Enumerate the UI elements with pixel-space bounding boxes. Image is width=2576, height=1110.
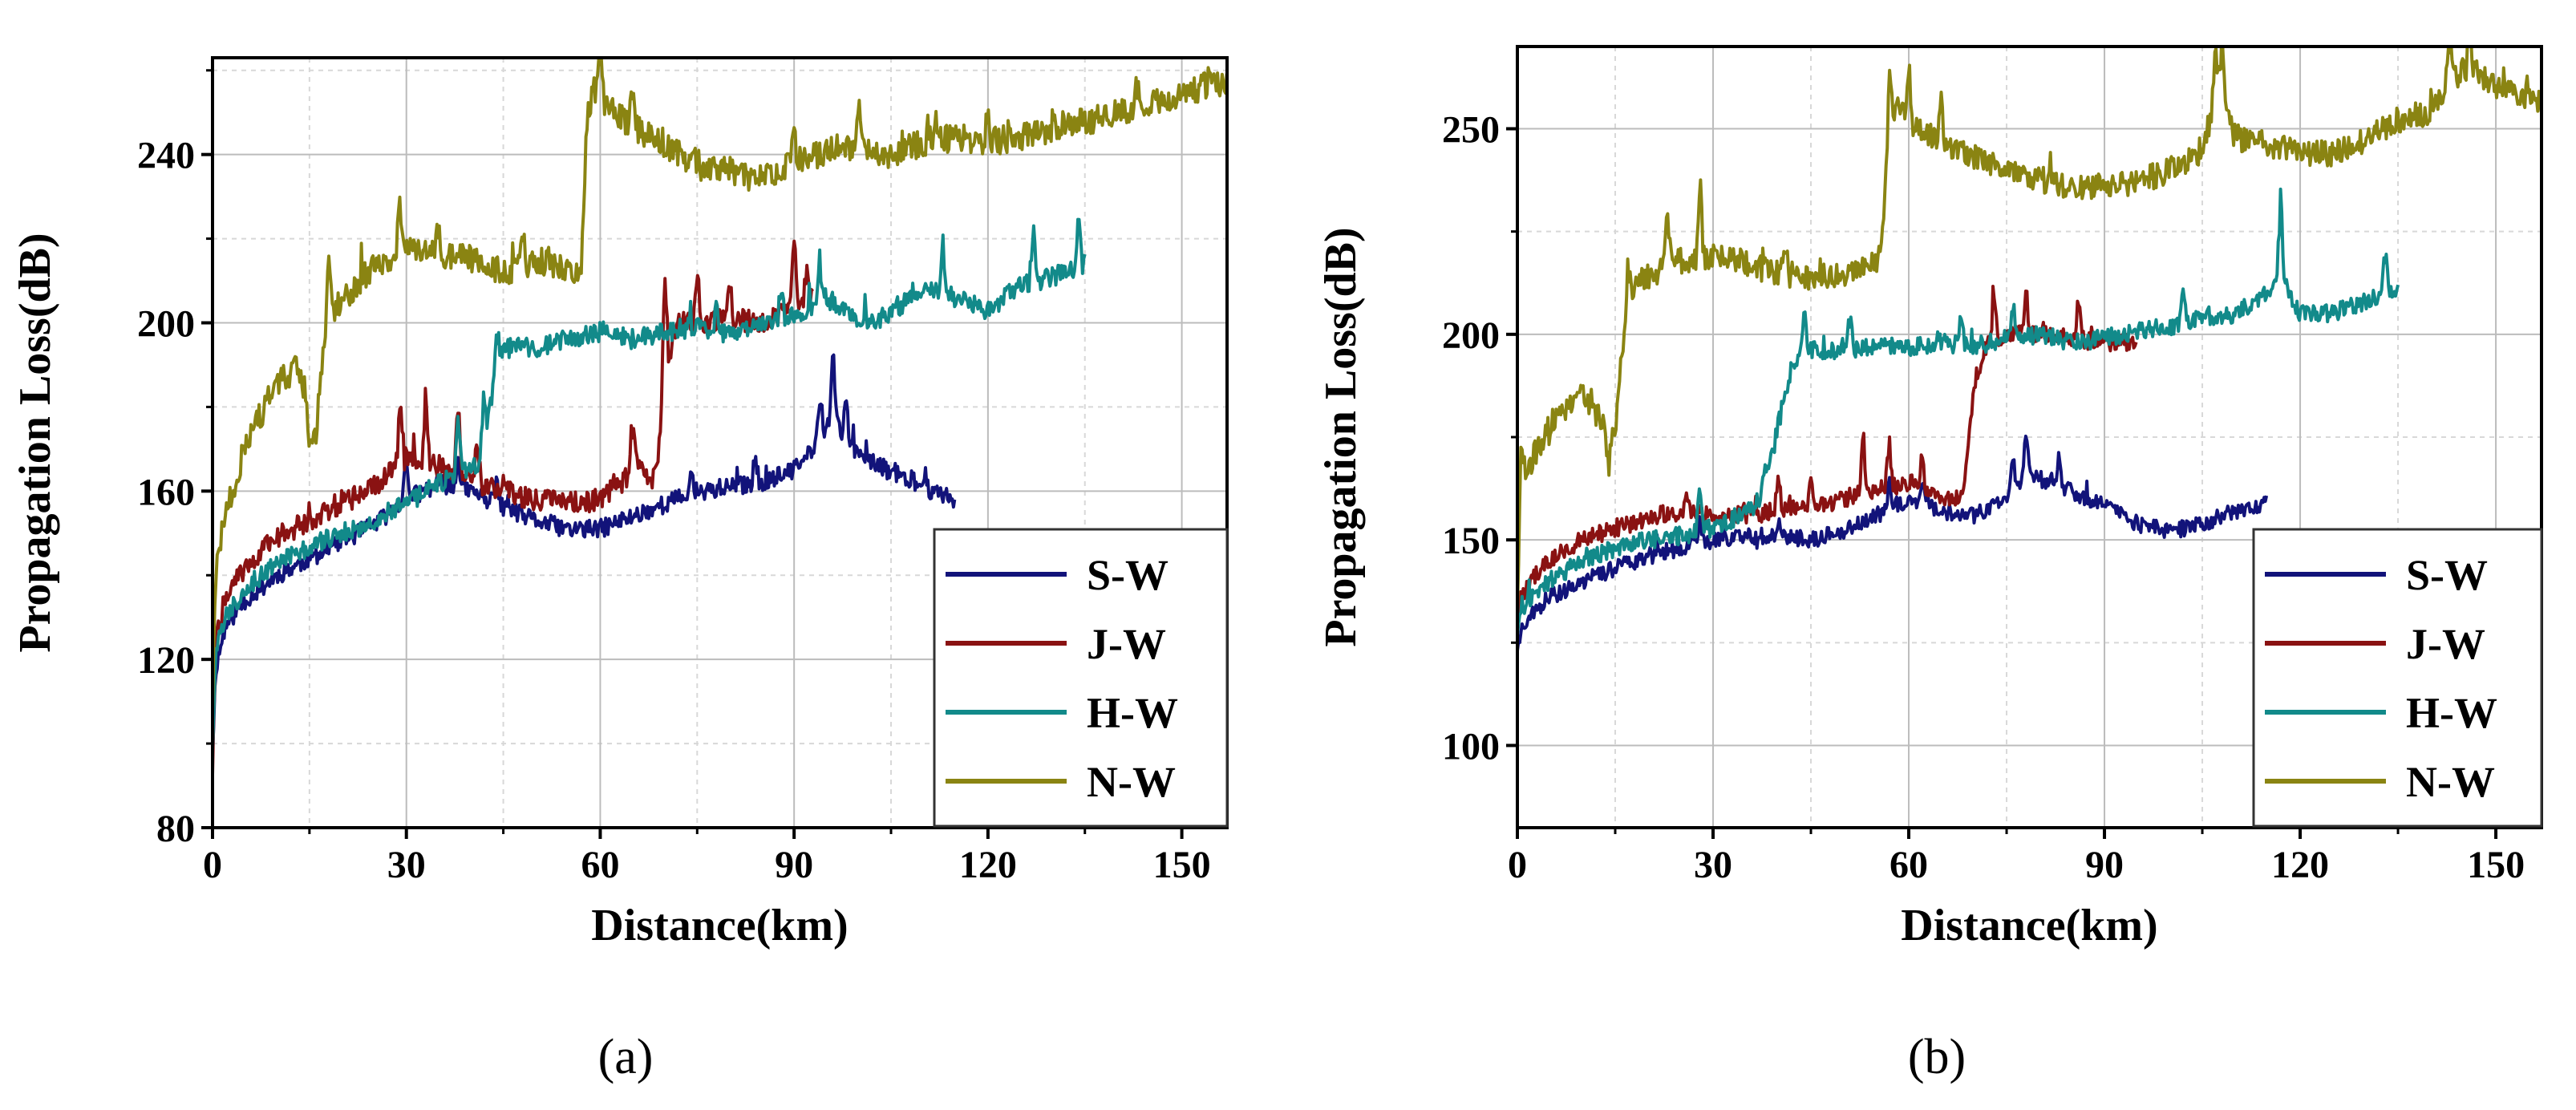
series-line-n-w: [1517, 47, 2542, 608]
panel-caption: (b): [1908, 1030, 1966, 1084]
series-line-s-w: [1517, 434, 2269, 651]
legend: S-W J-W H-W N-W: [2252, 528, 2543, 828]
x-tick-label: 30: [387, 844, 426, 886]
x-tick-label: 120: [959, 844, 1017, 886]
x-tick-label: 0: [203, 844, 222, 886]
x-tick-label: 150: [1153, 844, 1211, 886]
series-line-n-w: [213, 58, 1227, 709]
legend-label-n-w: N-W: [2406, 758, 2495, 806]
x-tick-label: 60: [581, 844, 619, 886]
y-tick-label: 150: [1442, 520, 1500, 562]
y-tick-label: 250: [1442, 109, 1500, 152]
legend-box: [2252, 528, 2543, 828]
y-tick-label: 200: [1442, 314, 1500, 357]
x-tick-label: 0: [1508, 844, 1527, 886]
series-line-s-w: [213, 353, 957, 757]
series-line-h-w: [1517, 187, 2400, 635]
y-tick-label: 160: [137, 471, 195, 513]
x-tick-label: 90: [2085, 844, 2124, 886]
y-tick-label: 240: [137, 135, 195, 177]
legend-label-j-w: J-W: [1087, 620, 1166, 668]
series-group: [1517, 47, 2542, 651]
x-tick-label: 30: [1694, 844, 1732, 886]
x-axis-title: Distance(km): [1901, 901, 2157, 950]
y-axis-title: Propagation Loss(dB): [10, 233, 60, 652]
panel-caption: (a): [598, 1030, 654, 1084]
series-line-h-w: [213, 217, 1087, 749]
y-axis-title: Propagation Loss(dB): [1316, 227, 1366, 646]
legend-box: [933, 528, 1229, 828]
x-tick-label: 120: [2271, 844, 2329, 886]
panel-b: 0 30 60 90 120 150 100 150 200 250 Distance(km) Pro…: [1316, 45, 2543, 1084]
legend-label-j-w: J-W: [2406, 620, 2485, 668]
legend: S-W J-W H-W N-W: [933, 528, 1229, 828]
y-tick-label: 100: [1442, 725, 1500, 768]
x-tick-label: 90: [775, 844, 813, 886]
y-tick-label: 200: [137, 302, 195, 345]
series-line-j-w: [213, 239, 815, 775]
x-axis-title: Distance(km): [591, 901, 848, 950]
y-tick-label: 120: [137, 639, 195, 682]
y-tick-label: 80: [156, 808, 195, 850]
legend-label-n-w: N-W: [1087, 758, 1176, 806]
legend-label-h-w: H-W: [1087, 689, 1178, 737]
legend-label-s-w: S-W: [1087, 551, 1169, 599]
plot-frame: [211, 56, 1229, 829]
x-tick-label: 150: [2467, 844, 2525, 886]
legend-label-h-w: H-W: [2406, 689, 2497, 737]
legend-label-s-w: S-W: [2406, 551, 2488, 599]
panel-a: 0 30 60 90 120 150 80 120 160 200 240 Distance(km) P…: [10, 56, 1229, 1084]
x-tick-label: 60: [1889, 844, 1928, 886]
series-group: [213, 58, 1227, 775]
